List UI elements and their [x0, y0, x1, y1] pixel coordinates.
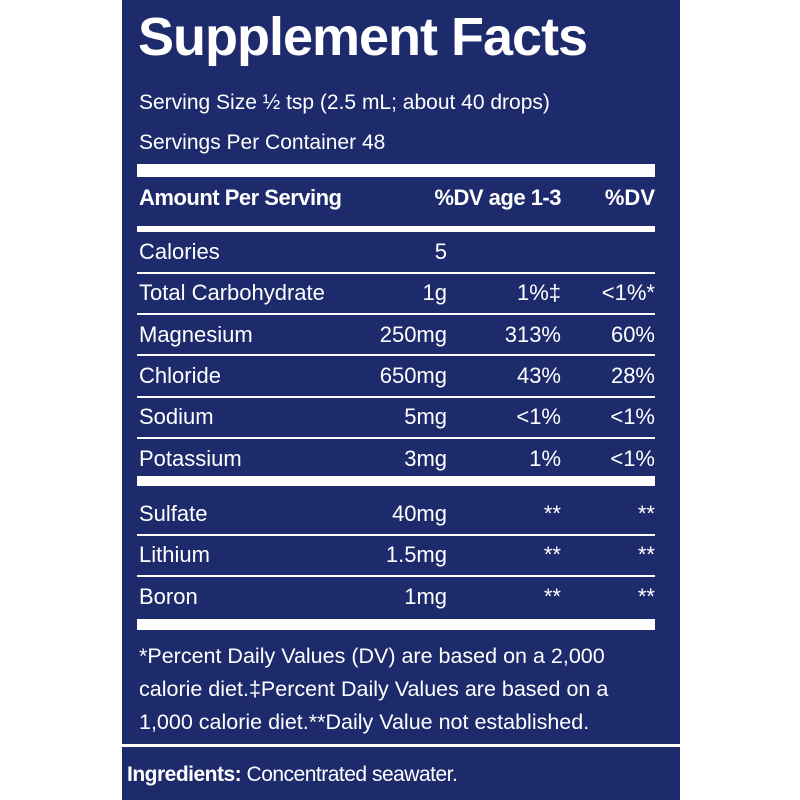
nutrient-value: 1.5mg — [385, 542, 447, 568]
nutrient-name: Lithium — [139, 542, 210, 568]
servings-per-container: Servings Per Container 48 — [139, 131, 386, 154]
nutrient-value: ** — [543, 542, 561, 568]
nutrient-value: <1% — [610, 404, 655, 430]
row-rule — [137, 574, 655, 577]
serving-size: Serving Size ½ tsp (2.5 mL; about 40 dro… — [139, 91, 550, 114]
ingredients: Ingredients: Concentrated seawater. — [127, 763, 458, 786]
nutrient-name: Sulfate — [139, 501, 208, 526]
nutrient-name: Calories — [139, 239, 220, 264]
rule — [122, 744, 680, 747]
nutrient-name: Potassium — [139, 445, 242, 471]
nutrient-name: Magnesium — [139, 321, 253, 347]
nutrient-value: <1% — [610, 445, 655, 471]
rule — [137, 226, 655, 232]
row-rule — [137, 436, 655, 439]
thick-rule — [137, 164, 655, 177]
nutrient-value: 5mg — [404, 404, 447, 430]
nutrient-name: Sodium — [139, 404, 214, 430]
nutrient-name: Total Carbohydrate — [139, 280, 325, 306]
nutrient-value: 650mg — [379, 362, 447, 388]
nutrient-value: ** — [637, 501, 655, 526]
title: Supplement Facts — [138, 7, 588, 67]
column-header: %DV — [604, 185, 655, 210]
nutrient-value: 3mg — [404, 445, 447, 471]
nutrient-name: Chloride — [139, 362, 221, 388]
nutrient-name: Boron — [139, 583, 198, 609]
nutrient-value: 60% — [610, 321, 655, 347]
nutrient-value: ** — [637, 583, 655, 609]
column-header: %DV age 1-3 — [434, 185, 561, 210]
nutrient-value: 250mg — [379, 321, 447, 347]
ingredients-text: Concentrated seawater. — [246, 763, 458, 786]
nutrient-value: ** — [543, 501, 561, 526]
supplement-facts-panel: Supplement Facts Serving Size ½ tsp (2.5… — [122, 0, 680, 800]
ingredients-label: Ingredients: — [127, 763, 242, 786]
thick-rule — [137, 619, 655, 630]
thick-rule — [137, 476, 655, 486]
nutrient-value: 28% — [610, 362, 655, 388]
nutrient-value: ** — [543, 583, 561, 609]
nutrient-value: 5 — [434, 239, 447, 264]
column-header: Amount Per Serving — [139, 185, 342, 210]
nutrient-value: 1% — [529, 445, 561, 471]
row-rule — [137, 354, 655, 357]
row-rule — [137, 533, 655, 536]
row-rule — [137, 395, 655, 398]
nutrient-value: <1%* — [601, 280, 655, 306]
nutrient-value: 313% — [504, 321, 561, 347]
nutrient-value: 1mg — [404, 583, 447, 609]
nutrient-value: <1% — [516, 404, 561, 430]
nutrient-value: 40mg — [391, 501, 447, 526]
footnote: *Percent Daily Values (DV) are based on … — [139, 644, 609, 734]
nutrient-value: 43% — [516, 362, 561, 388]
nutrient-value: ** — [637, 542, 655, 568]
row-rule — [137, 271, 655, 274]
row-rule — [137, 312, 655, 315]
nutrient-value: 1g — [422, 280, 447, 306]
nutrient-value: 1%‡ — [516, 280, 561, 306]
